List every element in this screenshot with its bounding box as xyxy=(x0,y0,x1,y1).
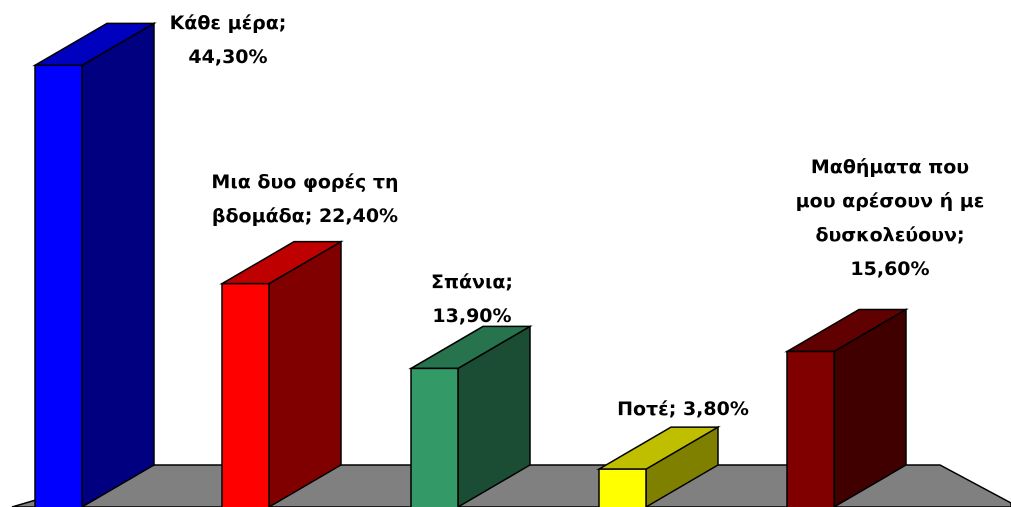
data-label: Κάθε μέρα; 44,30% xyxy=(170,12,287,68)
data-label: Σπάνια; 13,90% xyxy=(431,271,513,327)
bar xyxy=(596,425,721,507)
bar xyxy=(219,240,344,507)
bar-front xyxy=(410,367,459,507)
data-label: Μαθήματα που μου αρέσουν ή με δυσκολεύουν;… xyxy=(796,156,985,280)
bar-front xyxy=(34,64,83,507)
bar xyxy=(784,308,909,507)
bar-front xyxy=(786,350,835,507)
bar-front xyxy=(221,282,270,507)
data-label: Μια δυο φορές τη βδομάδα; 22,40% xyxy=(211,171,398,227)
bar xyxy=(32,22,157,507)
bar-side xyxy=(268,240,342,507)
data-label: Ποτέ; 3,80% xyxy=(617,398,749,420)
bar xyxy=(408,325,533,507)
bar-side xyxy=(81,22,155,507)
bar-front xyxy=(598,468,647,507)
